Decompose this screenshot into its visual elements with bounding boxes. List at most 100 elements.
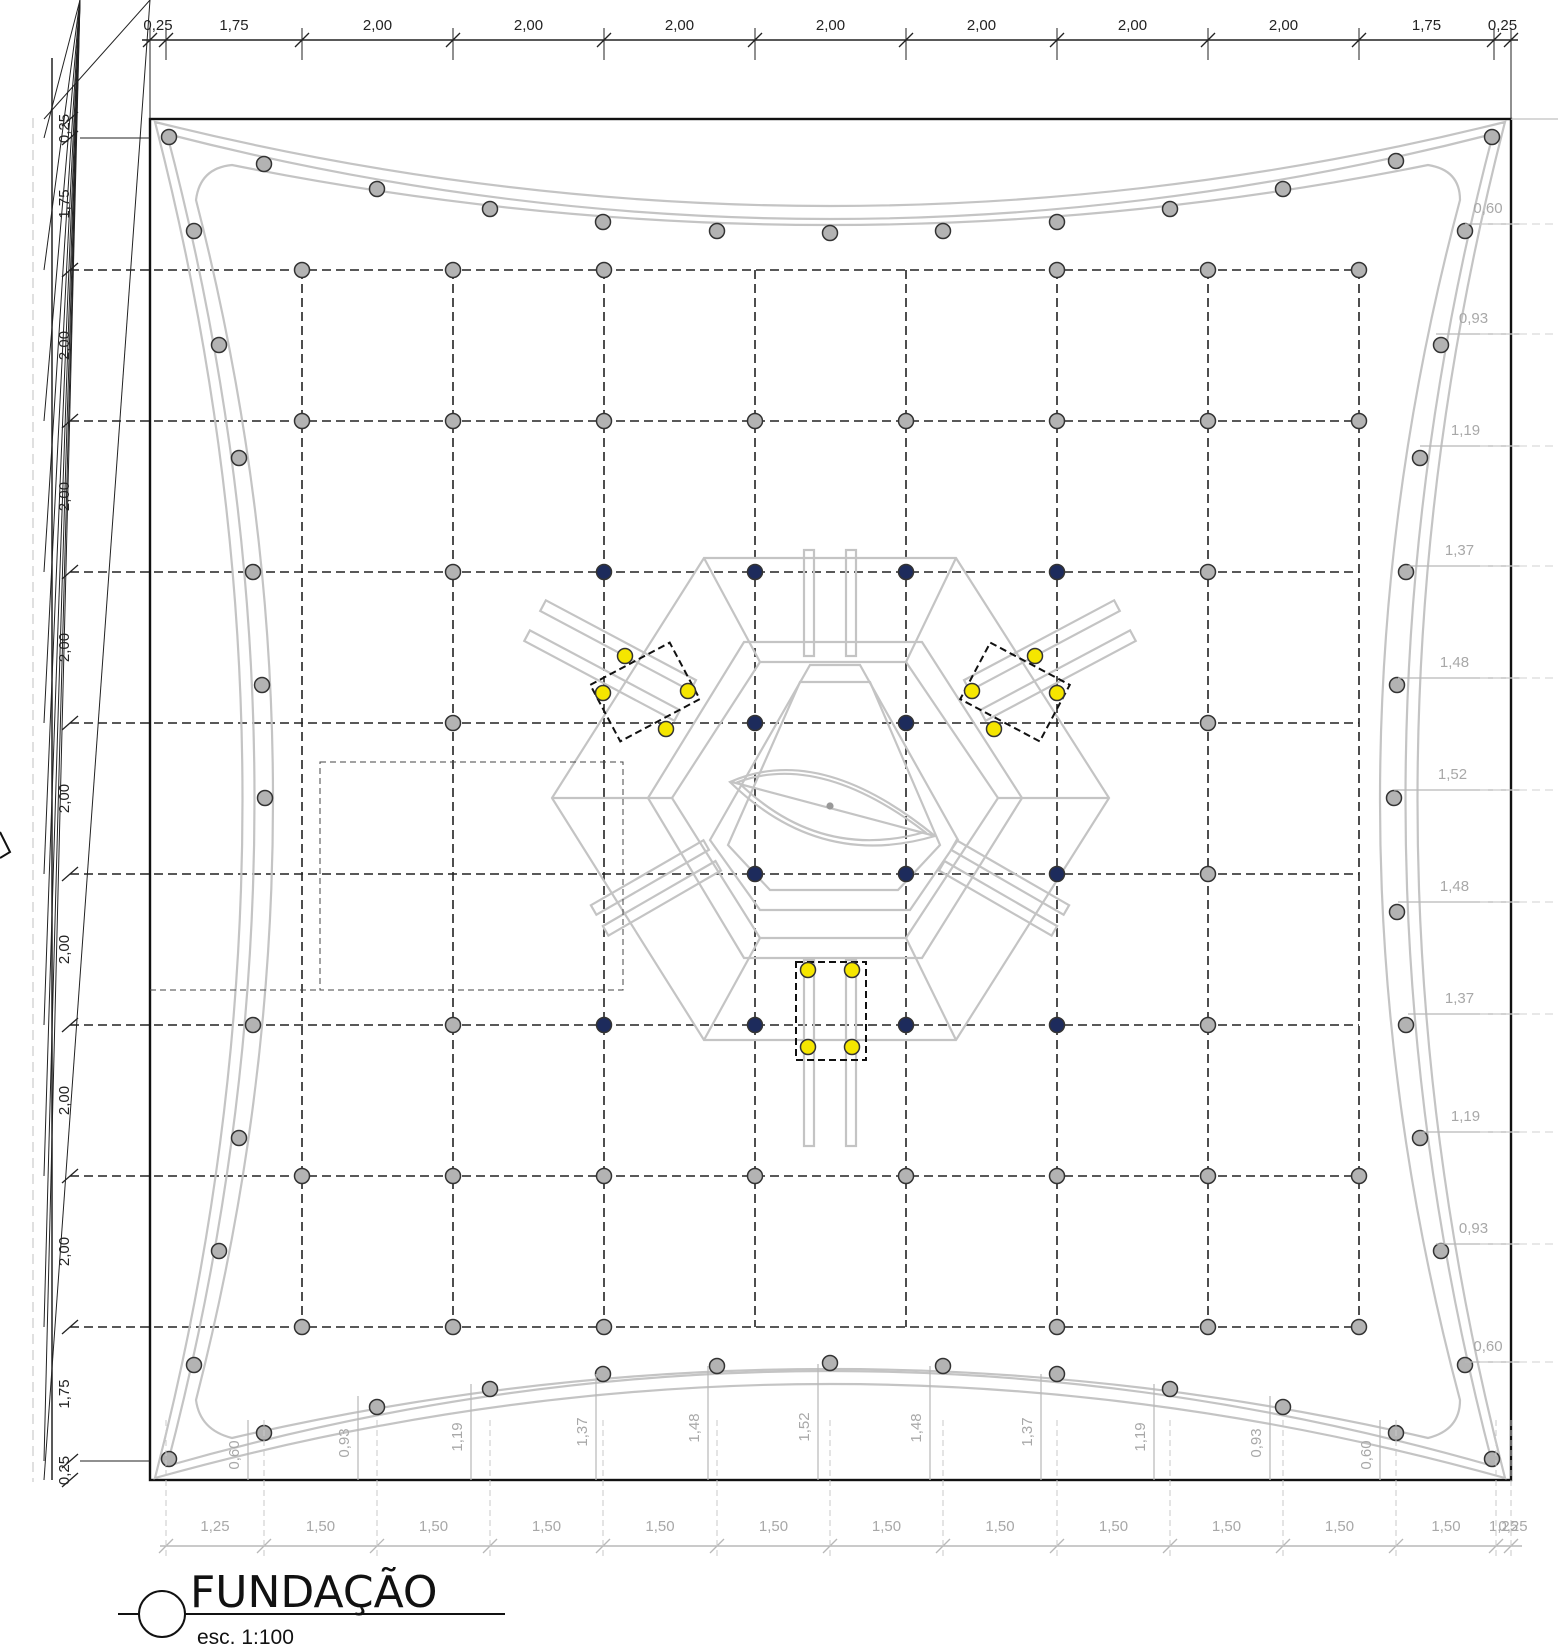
- offset-label-bottom: 0,60: [226, 1440, 243, 1469]
- dimension-tick: [61, 715, 79, 731]
- dimension-label-bottom: 0,25: [1498, 1518, 1527, 1535]
- dimension-label-bottom: 1,50: [759, 1518, 788, 1535]
- dimension-extension: [43, 0, 81, 1177]
- dimension-label-top: 1,75: [1412, 17, 1441, 34]
- offset-label-right: 1,37: [1445, 542, 1474, 559]
- perimeter-pile: [934, 222, 952, 240]
- dimension-tick: [61, 1017, 79, 1033]
- grid-pile: [1350, 412, 1368, 430]
- central-pile: [595, 1016, 613, 1034]
- inner-rounded-curve: [194, 163, 1462, 1440]
- grid-pile: [1199, 1167, 1217, 1185]
- hex-spoke: [905, 937, 957, 1041]
- lower-left-arm: [601, 859, 723, 938]
- grid-pile: [1199, 1318, 1217, 1336]
- grid-pile: [1199, 412, 1217, 430]
- perimeter-pile: [594, 213, 612, 231]
- pile-cap-pile: [1048, 684, 1066, 702]
- central-leaf-axis: [731, 780, 936, 838]
- central-point: [826, 802, 834, 810]
- dimension-label-top: 1,75: [219, 17, 248, 34]
- perimeter-pile: [1483, 1450, 1501, 1468]
- central-pile: [1048, 865, 1066, 883]
- dimension-label-bottom: 1,50: [532, 1518, 561, 1535]
- perimeter-pile: [1483, 128, 1501, 146]
- perimeter-pile: [230, 449, 248, 467]
- title-marker-circle: [138, 1590, 186, 1638]
- grid-pile: [746, 412, 764, 430]
- structural-grid: [70, 269, 1360, 1328]
- offset-label-right: 1,52: [1438, 766, 1467, 783]
- perimeter-pile: [185, 222, 203, 240]
- perimeter-pile: [1411, 1129, 1429, 1147]
- pile-cap-pile: [799, 1038, 817, 1056]
- central-pile: [897, 865, 915, 883]
- dimension-label-bottom: 1,50: [419, 1518, 448, 1535]
- dimension-label-top: 2,00: [816, 17, 845, 34]
- grid-pile: [1048, 1167, 1066, 1185]
- perimeter-pile: [1048, 1365, 1066, 1383]
- perimeter-pile: [160, 128, 178, 146]
- site-boundary: [148, 117, 1513, 1482]
- top-beam-right: [844, 548, 858, 658]
- perimeter-pile: [255, 155, 273, 173]
- offset-label-bottom: 0,93: [1248, 1428, 1265, 1457]
- lower-right-arm: [937, 859, 1059, 938]
- perimeter-pile: [1385, 789, 1403, 807]
- offset-label-bottom: 1,48: [686, 1413, 703, 1442]
- central-pile: [595, 563, 613, 581]
- grid-pile: [595, 1318, 613, 1336]
- dimension-label-bottom: 1,50: [985, 1518, 1014, 1535]
- inner-triangle-offset: [726, 680, 942, 892]
- north-arrow-fragment: [0, 831, 12, 859]
- grid-pile: [897, 1167, 915, 1185]
- inner-hexagon: [670, 660, 1000, 940]
- drawing-title: FUNDAÇÃO: [190, 1566, 438, 1618]
- inner-triangle: [708, 663, 960, 912]
- grid-pile: [595, 1167, 613, 1185]
- dimension-label-top: 0,25: [1488, 17, 1517, 34]
- dashed-opening-rect: [319, 761, 624, 991]
- dimension-label-bottom: 1,50: [1212, 1518, 1241, 1535]
- hex-spoke: [703, 557, 761, 663]
- grid-pile: [444, 412, 462, 430]
- central-pile: [897, 714, 915, 732]
- grid-pile: [1199, 261, 1217, 279]
- offset-label-bottom: 0,60: [1358, 1440, 1375, 1469]
- grid-pile: [595, 261, 613, 279]
- dimension-label-bottom: 1,25: [200, 1518, 229, 1535]
- perimeter-pile: [481, 1380, 499, 1398]
- offset-label-bottom: 1,37: [574, 1417, 591, 1446]
- dimension-tick: [61, 1453, 79, 1469]
- central-leaf-inner: [735, 772, 928, 842]
- perimeter-pile: [1274, 1398, 1292, 1416]
- central-pile: [746, 1016, 764, 1034]
- perimeter-pile: [1456, 222, 1474, 240]
- central-pile: [1048, 563, 1066, 581]
- perimeter-pile: [1161, 1380, 1179, 1398]
- pile-cap-pile: [799, 961, 817, 979]
- perimeter-pile: [708, 1357, 726, 1375]
- perimeter-pile: [1397, 1016, 1415, 1034]
- grid-pile: [444, 261, 462, 279]
- offset-label-right: 1,37: [1445, 990, 1474, 1007]
- dimension-label-left: 2,00: [56, 935, 73, 964]
- offset-label-right: 1,48: [1440, 878, 1469, 895]
- central-pile: [746, 714, 764, 732]
- dimension-label-left: 2,00: [56, 1237, 73, 1266]
- offset-label-right: 0,60: [1473, 1338, 1502, 1355]
- bottom-offset-dimensions: 0,60 0,93 1,19 1,37 1,48 1,52 1,48 1,37 1,19 0,93…: [226, 1364, 1381, 1480]
- dimension-label-left: 1,75: [56, 189, 73, 218]
- pile-cap-pile: [594, 684, 612, 702]
- grid-pile: [444, 1167, 462, 1185]
- perimeter-pile: [1411, 449, 1429, 467]
- bottom-dimensions: 1,25 1,50 1,50 1,50 1,50 1,50 1,50 1,50 1,50 1,50…: [158, 1420, 1528, 1556]
- dimension-extension: [43, 0, 81, 1462]
- pile-cap-pile: [985, 720, 1003, 738]
- grid-pile: [1048, 261, 1066, 279]
- inner-curve: [165, 132, 1495, 1468]
- grid-pile: [1048, 1318, 1066, 1336]
- perimeter-pile: [481, 200, 499, 218]
- perimeter-pile: [1048, 213, 1066, 231]
